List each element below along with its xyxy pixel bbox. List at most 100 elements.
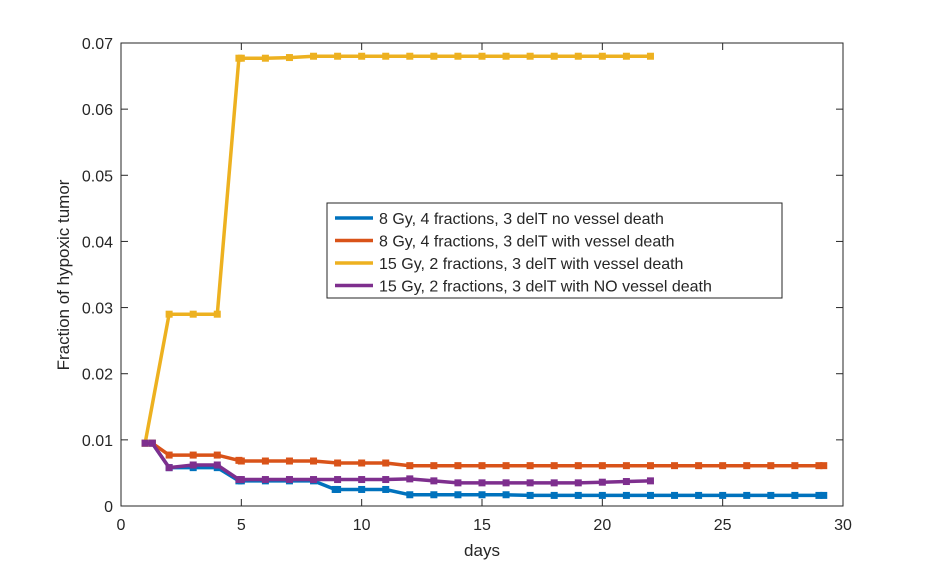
series-4-point (430, 477, 438, 485)
series-2-point (767, 462, 775, 470)
y-tick-label: 0.05 (82, 168, 113, 185)
series-2-point (791, 462, 799, 470)
series-1-point (719, 491, 727, 499)
series-4-point (646, 477, 654, 485)
series-1-point (550, 491, 558, 499)
series-3-point (406, 52, 414, 60)
series-2-point (622, 462, 630, 470)
series-2-point (502, 462, 510, 470)
series-2-point (454, 462, 462, 470)
series-4-point (310, 476, 318, 484)
series-layer (141, 52, 828, 499)
series-4-point (478, 479, 486, 487)
series-1-point (478, 491, 486, 499)
series-1-point (454, 491, 462, 499)
series-2-point (382, 459, 390, 467)
series-2-point (550, 462, 558, 470)
series-3-point (310, 52, 318, 60)
series-3-point (382, 52, 390, 60)
series-2-point (743, 462, 751, 470)
series-1-point (382, 485, 390, 493)
series-4-point (622, 478, 630, 486)
legend-label-3: 15 Gy, 2 fractions, 3 delT with vessel d… (379, 256, 683, 273)
y-tick-label: 0.07 (82, 36, 113, 53)
series-1-point (406, 491, 414, 499)
series-4-point (574, 479, 582, 487)
y-tick-label: 0.01 (82, 433, 113, 450)
series-4-point (165, 464, 173, 472)
series-3-point (189, 310, 197, 318)
series-4-point (237, 476, 245, 484)
series-1-point (334, 485, 342, 493)
x-tick-label: 20 (593, 517, 611, 534)
series-2-point (646, 462, 654, 470)
series-1-point (526, 491, 534, 499)
series-4-point (141, 439, 149, 447)
series-2-point (310, 457, 318, 465)
series-3-point (165, 310, 173, 318)
x-axis-ticks: 0 5 10 15 20 25 30 (117, 43, 852, 534)
series-4-point (454, 479, 462, 487)
series-2-point (574, 462, 582, 470)
series-1-point (743, 491, 751, 499)
x-tick-label: 30 (834, 517, 852, 534)
series-line-4 (145, 441, 651, 485)
series-3-point (622, 52, 630, 60)
series-1-point (791, 491, 799, 499)
series-3-point (261, 54, 269, 62)
y-tick-label: 0.02 (82, 367, 113, 384)
series-1-point (430, 491, 438, 499)
series-3-point (526, 52, 534, 60)
series-2-point (189, 451, 197, 459)
legend: 8 Gy, 4 fractions, 3 delT no vessel deat… (326, 202, 783, 299)
series-4-point (598, 478, 606, 486)
series-2-point (815, 462, 823, 470)
series-1-point (622, 491, 630, 499)
series-3-point (430, 52, 438, 60)
series-3-point (574, 52, 582, 60)
series-3-point (334, 52, 342, 60)
legend-label-2: 8 Gy, 4 fractions, 3 delT with vessel de… (379, 234, 675, 251)
series-3-point (237, 54, 245, 62)
series-3-point (213, 310, 221, 318)
x-tick-label: 0 (117, 517, 126, 534)
series-2-point (358, 459, 366, 467)
legend-label-1: 8 Gy, 4 fractions, 3 delT no vessel deat… (379, 211, 664, 228)
y-tick-label: 0.06 (82, 102, 113, 119)
y-axis-ticks: 0 0.01 0.02 0.03 0.04 0.05 0.06 0.07 (82, 36, 843, 516)
series-2-point (213, 451, 221, 459)
series-4-point (502, 479, 510, 487)
series-1-point (646, 491, 654, 499)
series-3-point (358, 52, 366, 60)
series-4-point (382, 476, 390, 484)
series-2-point (165, 451, 173, 459)
series-2-point (695, 462, 703, 470)
series-1-point (598, 491, 606, 499)
series-3-point (454, 52, 462, 60)
series-2-point (406, 462, 414, 470)
series-4-point (406, 475, 414, 483)
series-1-point (695, 491, 703, 499)
series-2-point (820, 462, 828, 470)
series-4-point (526, 479, 534, 487)
series-3-point (646, 52, 654, 60)
x-axis-label: days (464, 541, 500, 560)
series-4-point (148, 439, 156, 447)
x-tick-label: 10 (353, 517, 371, 534)
legend-label-4: 15 Gy, 2 fractions, 3 delT with NO vesse… (379, 279, 712, 296)
series-2-point (478, 462, 486, 470)
series-4-point (358, 476, 366, 484)
series-3-point (598, 52, 606, 60)
series-1-point (671, 491, 679, 499)
y-tick-label: 0.03 (82, 301, 113, 318)
series-4-point (261, 476, 269, 484)
series-2-point (285, 457, 293, 465)
series-3-point (478, 52, 486, 60)
legend-box (326, 202, 783, 299)
series-2-point (526, 462, 534, 470)
series-4-point (550, 479, 558, 487)
x-tick-label: 15 (473, 517, 491, 534)
series-3-point (502, 52, 510, 60)
series-3-point (285, 54, 293, 62)
